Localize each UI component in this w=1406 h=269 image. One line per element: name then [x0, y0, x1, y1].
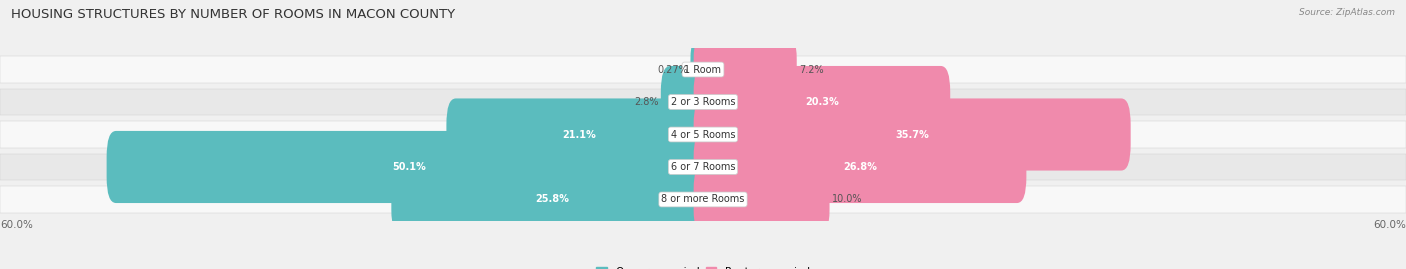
Bar	[0, 121, 1406, 148]
Text: 50.1%: 50.1%	[392, 162, 426, 172]
Bar	[0, 154, 1406, 180]
FancyBboxPatch shape	[693, 66, 950, 138]
Legend: Owner-occupied, Renter-occupied: Owner-occupied, Renter-occupied	[592, 263, 814, 269]
FancyBboxPatch shape	[690, 33, 713, 106]
Text: 26.8%: 26.8%	[844, 162, 877, 172]
Bar	[0, 186, 1406, 213]
FancyBboxPatch shape	[107, 131, 713, 203]
FancyBboxPatch shape	[693, 163, 830, 236]
Text: 60.0%: 60.0%	[1374, 220, 1406, 230]
Text: 6 or 7 Rooms: 6 or 7 Rooms	[671, 162, 735, 172]
FancyBboxPatch shape	[661, 66, 713, 138]
Text: 7.2%: 7.2%	[799, 65, 824, 75]
Text: 20.3%: 20.3%	[806, 97, 839, 107]
Text: 2 or 3 Rooms: 2 or 3 Rooms	[671, 97, 735, 107]
Text: 1 Room: 1 Room	[685, 65, 721, 75]
Text: 10.0%: 10.0%	[832, 194, 862, 204]
FancyBboxPatch shape	[693, 33, 797, 106]
Text: 35.7%: 35.7%	[896, 129, 929, 140]
Text: 2.8%: 2.8%	[634, 97, 658, 107]
Bar	[0, 56, 1406, 83]
Text: 4 or 5 Rooms: 4 or 5 Rooms	[671, 129, 735, 140]
Text: 21.1%: 21.1%	[562, 129, 596, 140]
FancyBboxPatch shape	[391, 163, 713, 236]
FancyBboxPatch shape	[447, 98, 713, 171]
Text: Source: ZipAtlas.com: Source: ZipAtlas.com	[1299, 8, 1395, 17]
FancyBboxPatch shape	[693, 98, 1130, 171]
FancyBboxPatch shape	[693, 131, 1026, 203]
Bar	[0, 89, 1406, 115]
Text: 60.0%: 60.0%	[0, 220, 32, 230]
Text: 25.8%: 25.8%	[534, 194, 569, 204]
Text: 0.27%: 0.27%	[658, 65, 688, 75]
Text: HOUSING STRUCTURES BY NUMBER OF ROOMS IN MACON COUNTY: HOUSING STRUCTURES BY NUMBER OF ROOMS IN…	[11, 8, 456, 21]
Text: 8 or more Rooms: 8 or more Rooms	[661, 194, 745, 204]
